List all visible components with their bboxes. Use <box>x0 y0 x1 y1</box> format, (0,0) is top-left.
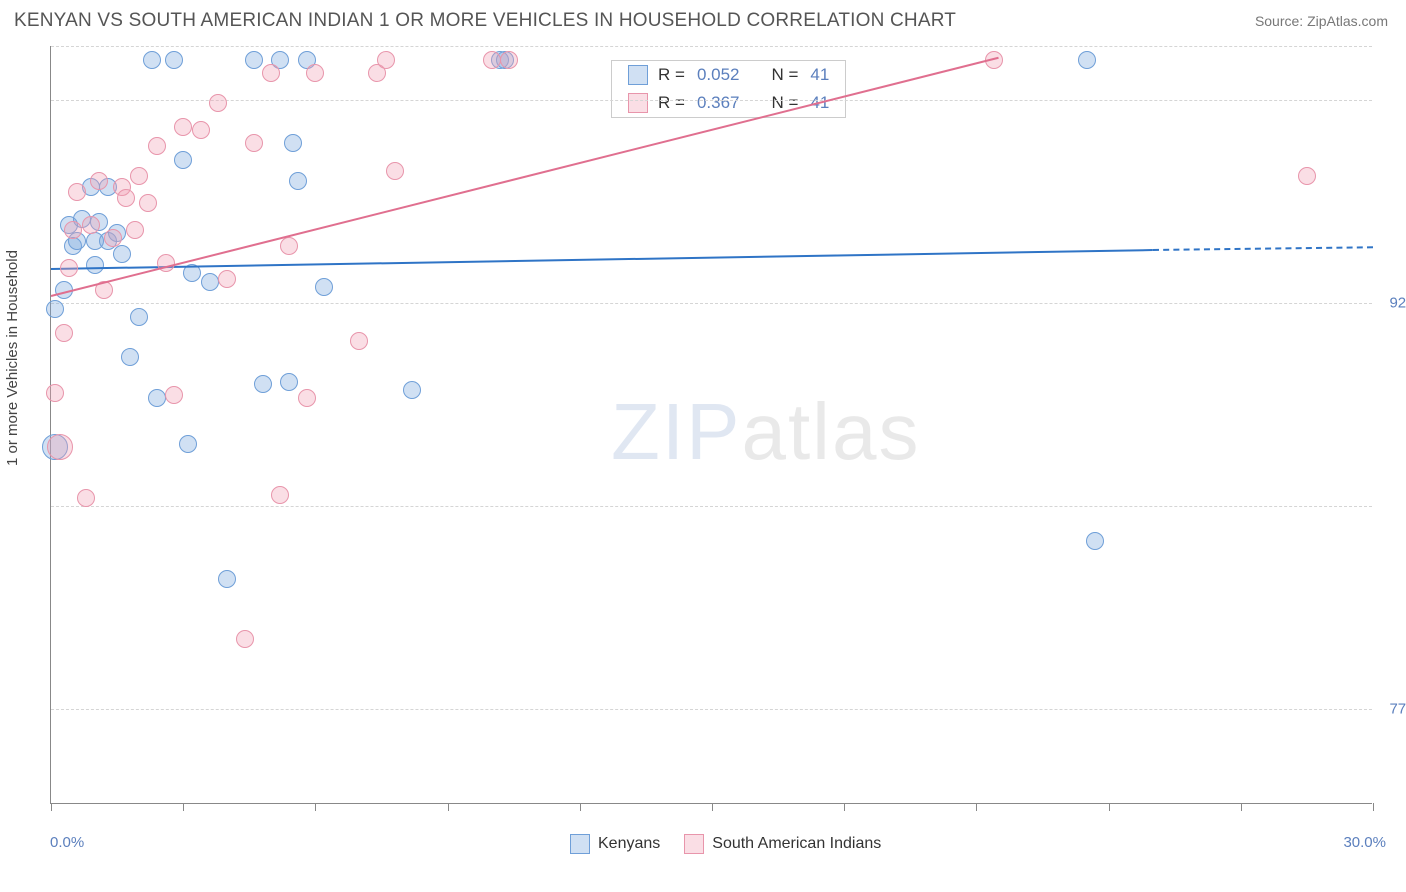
x-tick <box>1241 803 1242 811</box>
data-point <box>179 435 197 453</box>
data-point <box>245 51 263 69</box>
x-axis-min-label: 0.0% <box>50 834 84 851</box>
data-point <box>209 94 227 112</box>
legend-swatch <box>628 65 648 85</box>
data-point <box>289 172 307 190</box>
data-point <box>306 64 324 82</box>
data-point <box>280 373 298 391</box>
data-point <box>104 229 122 247</box>
data-point <box>262 64 280 82</box>
x-tick <box>1109 803 1110 811</box>
data-point <box>1298 167 1316 185</box>
data-point <box>218 270 236 288</box>
data-point <box>113 245 131 263</box>
data-point <box>165 51 183 69</box>
x-tick <box>183 803 184 811</box>
data-point <box>350 332 368 350</box>
data-point <box>192 121 210 139</box>
legend-row: R = 0.052N = 41 <box>612 61 845 89</box>
gridline <box>51 100 1372 101</box>
data-point <box>315 278 333 296</box>
chart-source: Source: ZipAtlas.com <box>1255 13 1388 29</box>
chart-title: KENYAN VS SOUTH AMERICAN INDIAN 1 OR MOR… <box>14 10 956 32</box>
y-tick-label: 77.5% <box>1376 701 1406 718</box>
x-tick <box>448 803 449 811</box>
x-tick <box>844 803 845 811</box>
y-tick-label: 92.5% <box>1376 295 1406 312</box>
gridline <box>51 709 1372 710</box>
data-point <box>148 389 166 407</box>
data-point <box>201 273 219 291</box>
data-point <box>60 259 78 277</box>
x-tick <box>1373 803 1374 811</box>
data-point <box>130 167 148 185</box>
data-point <box>55 324 73 342</box>
watermark: ZIPatlas <box>611 386 920 478</box>
data-point <box>174 118 192 136</box>
legend-swatch <box>628 93 648 113</box>
data-point <box>139 194 157 212</box>
data-point <box>254 375 272 393</box>
data-point <box>165 386 183 404</box>
data-point <box>284 134 302 152</box>
x-axis-max-label: 30.0% <box>1343 834 1386 851</box>
data-point <box>386 162 404 180</box>
trend-line <box>1153 246 1373 251</box>
x-tick <box>51 803 52 811</box>
data-point <box>90 172 108 190</box>
data-point <box>500 51 518 69</box>
data-point <box>1078 51 1096 69</box>
data-point <box>143 51 161 69</box>
data-point <box>174 151 192 169</box>
chart-area: 1 or more Vehicles in Household ZIPatlas… <box>14 46 1392 848</box>
data-point <box>271 486 289 504</box>
data-point <box>236 630 254 648</box>
data-point <box>403 381 421 399</box>
legend-item: South American Indians <box>684 834 881 854</box>
gridline <box>51 46 1372 47</box>
data-point <box>121 348 139 366</box>
plot-region: ZIPatlas R = 0.052N = 41R = 0.367N = 41 … <box>50 46 1372 804</box>
y-axis-label: 1 or more Vehicles in Household <box>4 250 21 466</box>
data-point <box>298 389 316 407</box>
legend-item: Kenyans <box>570 834 660 854</box>
data-point <box>68 183 86 201</box>
data-point <box>245 134 263 152</box>
legend-swatch <box>570 834 590 854</box>
data-point <box>377 51 395 69</box>
chart-header: KENYAN VS SOUTH AMERICAN INDIAN 1 OR MOR… <box>0 0 1406 38</box>
data-point <box>130 308 148 326</box>
data-point <box>1086 532 1104 550</box>
data-point <box>46 300 64 318</box>
x-tick <box>712 803 713 811</box>
data-point <box>148 137 166 155</box>
data-point <box>46 384 64 402</box>
legend-swatch <box>684 834 704 854</box>
series-legend: Kenyans South American Indians <box>570 834 881 854</box>
gridline <box>51 303 1372 304</box>
gridline <box>51 506 1372 507</box>
data-point <box>483 51 501 69</box>
data-point <box>77 489 95 507</box>
data-point <box>47 434 73 460</box>
x-tick <box>580 803 581 811</box>
x-tick <box>976 803 977 811</box>
x-tick <box>315 803 316 811</box>
data-point <box>280 237 298 255</box>
data-point <box>117 189 135 207</box>
correlation-legend: R = 0.052N = 41R = 0.367N = 41 <box>611 60 846 118</box>
data-point <box>64 221 82 239</box>
data-point <box>218 570 236 588</box>
data-point <box>82 216 100 234</box>
data-point <box>86 256 104 274</box>
data-point <box>126 221 144 239</box>
